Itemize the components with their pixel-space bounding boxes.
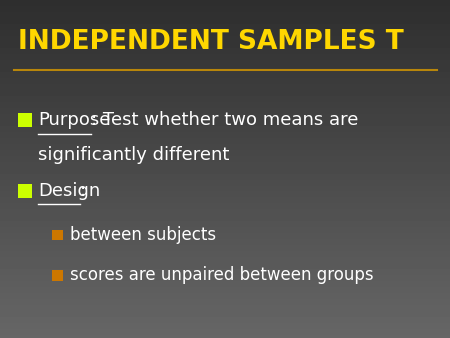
Text: : Test whether two means are: : Test whether two means are: [91, 111, 359, 129]
Text: Purpose: Purpose: [38, 111, 111, 129]
Text: scores are unpaired between groups: scores are unpaired between groups: [70, 266, 373, 285]
Text: :: :: [80, 182, 86, 200]
FancyBboxPatch shape: [52, 270, 63, 281]
FancyBboxPatch shape: [18, 184, 32, 198]
Text: INDEPENDENT SAMPLES T: INDEPENDENT SAMPLES T: [18, 29, 404, 55]
Text: between subjects: between subjects: [70, 226, 216, 244]
Text: significantly different: significantly different: [38, 146, 230, 165]
FancyBboxPatch shape: [18, 113, 32, 127]
FancyBboxPatch shape: [52, 230, 63, 240]
Text: Design: Design: [38, 182, 100, 200]
